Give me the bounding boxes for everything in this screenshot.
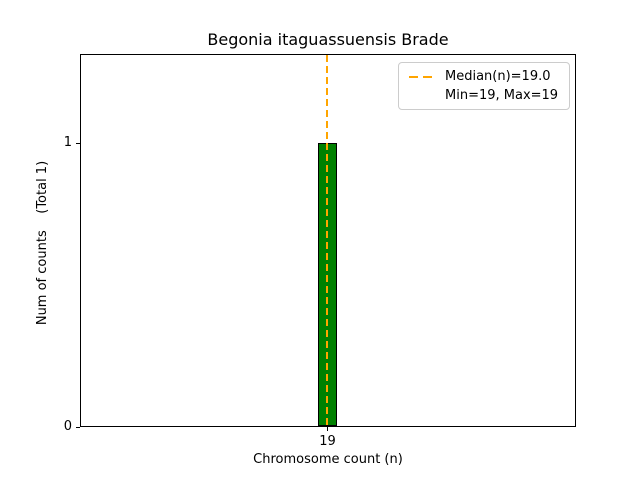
- y-tick-mark-1: [76, 143, 80, 144]
- legend-empty-swatch: [409, 95, 433, 97]
- plot-area: Median(n)=19.0 Min=19, Max=19: [80, 54, 576, 427]
- x-tick-mark-19: [327, 427, 328, 431]
- legend-row-median: Median(n)=19.0: [407, 67, 561, 86]
- legend-row-minmax: Min=19, Max=19: [407, 86, 561, 105]
- y-axis-label: Num of counts (Total 1): [35, 160, 50, 326]
- median-line: [326, 55, 328, 426]
- x-axis-label: Chromosome count (n): [253, 452, 403, 467]
- median-dash-icon: [409, 75, 433, 78]
- y-tick-mark-0: [76, 427, 80, 428]
- y-tick-label-1: 1: [63, 135, 72, 150]
- legend: Median(n)=19.0 Min=19, Max=19: [398, 62, 570, 110]
- y-tick-label-0: 0: [63, 419, 72, 434]
- legend-minmax-label: Min=19, Max=19: [445, 87, 559, 103]
- x-tick-label-19: 19: [319, 434, 336, 449]
- chart-title: Begonia itaguassuensis Brade: [207, 30, 449, 49]
- legend-median-label: Median(n)=19.0: [445, 68, 551, 84]
